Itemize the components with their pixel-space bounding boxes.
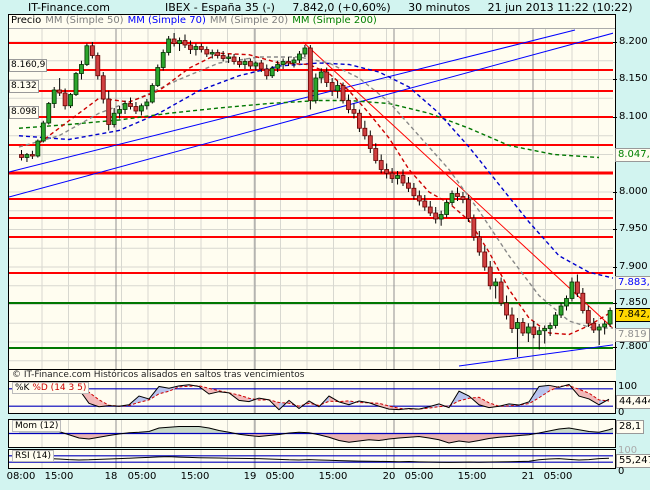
last-price-box: 7.842,0 (615, 308, 650, 322)
stoch-value-box: 44,444 (616, 395, 650, 409)
datetime-label: 21 jun 2013 11:22 (10:22) (487, 1, 633, 14)
stoch-k-label: %K (15, 383, 30, 393)
stoch-scale-0: 0 (618, 407, 625, 418)
price-tick (613, 79, 617, 80)
price-label: 8.000 (619, 186, 648, 197)
mm50-value-box: 7.819 (615, 328, 650, 342)
legend-item[interactable]: Precio (11, 15, 42, 26)
time-label: 15:00 (457, 471, 487, 482)
left-price-label: 8.098 (9, 106, 39, 119)
rsi-panel[interactable] (8, 449, 616, 469)
time-label: 05:00 (265, 471, 295, 482)
legend-item[interactable]: MM (Simple 50) (45, 15, 124, 26)
price-tick (613, 42, 617, 43)
time-label: 08:00 (6, 471, 36, 482)
stoch-scale-100: 100 (618, 381, 638, 392)
rsi-plot[interactable] (9, 450, 613, 468)
rsi-scale-100: 100 (618, 445, 638, 456)
stochastic-label: %K %D (14 3 5) (12, 382, 90, 394)
momentum-value-box: 28,1 (616, 420, 645, 434)
price-label: 7.900 (619, 261, 648, 272)
stoch-d-label: %D (14 3 5) (32, 383, 87, 393)
price-label: 7.850 (619, 297, 648, 308)
header-bar: IT-Finance.com IBEX - España 35 (-) 7.84… (0, 0, 650, 14)
stochastic-plot[interactable] (9, 382, 613, 413)
left-price-label: 8.132 (9, 80, 39, 93)
time-label: 20 (382, 471, 396, 482)
rsi-scale-0: 0 (618, 466, 625, 477)
price-tick (613, 347, 617, 348)
price-tick (613, 229, 617, 230)
copyright-note: © IT-Finance.com Históricos alisados en … (9, 369, 616, 381)
price-label: 8.100 (619, 111, 648, 122)
price-label: 8.150 (619, 73, 648, 84)
time-label: 19 (243, 471, 257, 482)
chart-title: IBEX - España 35 (-) 7.842,0 (+0,60%) 30… (165, 1, 647, 14)
momentum-plot[interactable] (9, 420, 613, 447)
candlestick-chart[interactable] (9, 15, 613, 379)
legend-item[interactable]: MM (Simple 70) (127, 15, 206, 26)
price-label: 8.200 (619, 36, 648, 47)
price-label: 7.800 (619, 341, 648, 352)
time-label: 05:00 (127, 471, 157, 482)
time-label: 15:00 (318, 471, 348, 482)
price-label: 7.950 (619, 223, 648, 234)
instrument-name: IBEX - España 35 (-) (165, 1, 275, 14)
time-label: 15:00 (180, 471, 210, 482)
price-tick (613, 267, 617, 268)
stochastic-panel[interactable] (8, 381, 616, 414)
legend-item[interactable]: MM (Simple 200) (292, 15, 377, 26)
time-label: 05:00 (404, 471, 434, 482)
mm70-value-box: 7.883,5 (615, 276, 650, 290)
mm200-value-box: 8.047,9 (615, 148, 650, 162)
price-tick (613, 303, 617, 304)
time-label: 15:00 (44, 471, 74, 482)
left-price-label: 8.160,9 (9, 59, 48, 72)
price-tick (613, 192, 617, 193)
indicator-legend: Precio MM (Simple 50) MM (Simple 70) MM (Si… (9, 15, 615, 29)
momentum-label: Mom (12) (12, 420, 62, 432)
rsi-value-box: 55,247 (616, 454, 650, 468)
rsi-label: RSI (14) (12, 450, 54, 462)
legend-item[interactable]: MM (Simple 20) (209, 15, 289, 26)
timeframe-label: 30 minutos (408, 1, 471, 14)
time-label: 21 (521, 471, 535, 482)
last-price-header: 7.842,0 (+0,60%) (292, 1, 391, 14)
time-label: 18 (104, 471, 118, 482)
price-tick (613, 117, 617, 118)
brand-label: IT-Finance.com (28, 1, 110, 14)
time-label: 05:00 (543, 471, 573, 482)
